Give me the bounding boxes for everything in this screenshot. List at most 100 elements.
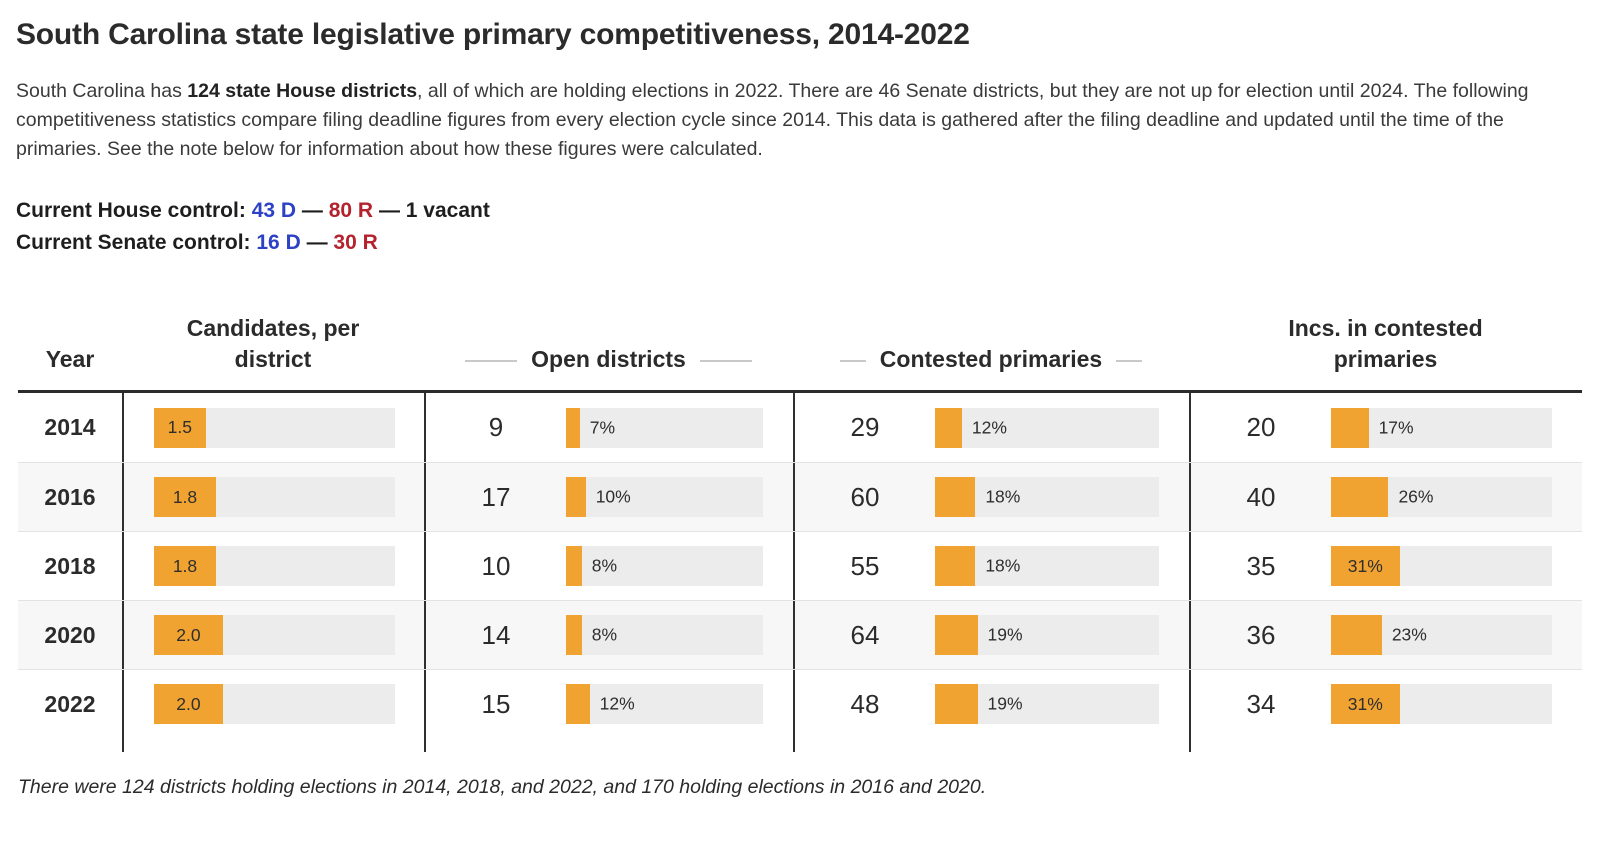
year-label: 2016: [44, 483, 96, 510]
incs-contested-primaries-cell: 20 17%: [1189, 393, 1582, 462]
count-value: 29: [850, 412, 880, 442]
contested-primaries-pct-label: 18%: [985, 486, 1021, 507]
year-label: 2022: [44, 690, 96, 717]
count-value: 40: [1246, 481, 1276, 512]
contested-primaries-bar-fill: [935, 407, 962, 448]
contested-primaries-pct-label: 19%: [987, 624, 1023, 645]
contested-primaries-cell: 48 19%: [793, 670, 1189, 738]
open-districts-cell: 15 12%: [424, 670, 793, 738]
separator-dash: —: [306, 231, 328, 254]
year-label: 2014: [44, 414, 96, 440]
open-districts-bar-track: 10%: [566, 477, 763, 517]
contested-primaries-cell: 55 18%: [793, 532, 1189, 600]
contested-primaries-cell: 64 19%: [793, 601, 1189, 669]
contested-primaries-bar-fill: [935, 615, 978, 655]
control-summary: Current House control: 43 D — 80 R — 1 v…: [16, 195, 1584, 259]
incs-contested-primaries-bar-track: 26%: [1331, 477, 1552, 517]
incs-contested-primaries-bar-track: 23%: [1331, 615, 1552, 655]
footnote: There were 124 districts holding electio…: [18, 776, 987, 798]
candidates-cell: 1.8: [122, 532, 424, 600]
table-row: 2022 2.0 15 12% 48 19% 34 31%: [18, 669, 1582, 738]
page-title: South Carolina state legislative primary…: [16, 18, 970, 51]
candidates-cell: 2.0: [122, 670, 424, 738]
open-districts-bar-track: 7%: [566, 407, 763, 448]
contested-primaries-pct-label: 12%: [971, 417, 1007, 437]
divider-tail-cell: [122, 738, 424, 752]
header-incs-label: Incs. in contested primaries: [1288, 315, 1483, 372]
candidates-cell: 1.8: [122, 463, 424, 531]
divider-tail-cell: [18, 738, 122, 752]
open-districts-bar-fill: [566, 407, 580, 448]
table-body: 2014 1.5 9 7% 29 12% 20 17% 2016 1.8 17 10% 60 18% 40 2…: [18, 393, 1582, 752]
count-value: 14: [481, 619, 511, 650]
header-contested-label: Contested primaries: [879, 346, 1103, 372]
open-districts-bar-fill: [566, 615, 582, 655]
page: South Carolina state legislative primary…: [16, 18, 1584, 798]
intro-text-pre: South Carolina has: [16, 80, 188, 102]
incs-contested-primaries-cell: 34 31%: [1189, 670, 1582, 738]
contested-primaries-bar-track: 19%: [935, 615, 1159, 655]
header-dash: [699, 360, 752, 362]
count-value: 48: [850, 688, 880, 719]
table-header-row: Year Candidates, per district Open distr…: [18, 305, 1582, 393]
incs-contested-primaries-bar-track: 17%: [1331, 407, 1552, 448]
senate-rep-count: 30 R: [333, 231, 378, 254]
open-districts-pct-label: 7%: [589, 417, 616, 437]
incs-contested-primaries-cell: 40 26%: [1189, 463, 1582, 531]
count-value: 34: [1246, 688, 1276, 719]
senate-dem-count: 16 D: [256, 231, 301, 254]
open-districts-bar-fill: [566, 477, 586, 517]
count-value: 55: [850, 550, 880, 581]
divider-tail-cell: [793, 738, 1189, 752]
open-districts-pct-label: 12%: [599, 693, 635, 714]
header-year-label: Year: [45, 346, 95, 372]
count-value: 15: [481, 688, 511, 719]
table-divider-tail: [18, 738, 1582, 752]
contested-primaries-pct-label: 18%: [985, 555, 1021, 576]
open-districts-bar-track: 8%: [566, 546, 763, 586]
open-districts-bar-track: 8%: [566, 615, 763, 655]
header-candidates-per-district: Candidates, per district: [122, 313, 424, 375]
candidates-bar-fill: 2.0: [154, 684, 223, 724]
incs-contested-primaries-pct-label: 17%: [1378, 417, 1414, 437]
separator-dash: —: [378, 199, 400, 222]
candidates-value-label: 2.0: [176, 624, 201, 645]
count-value: 9: [488, 412, 504, 442]
header-candidates-label: Candidates, per district: [186, 315, 360, 372]
incs-contested-primaries-bar-fill: [1331, 407, 1369, 448]
house-control-label: Current House control:: [16, 199, 246, 222]
incs-contested-primaries-bar-fill: [1331, 477, 1389, 517]
year-cell: 2020: [18, 601, 122, 669]
year-cell: 2022: [18, 670, 122, 738]
header-incs-contested: Incs. in contested primaries: [1189, 313, 1582, 375]
house-rep-count: 80 R: [328, 199, 374, 222]
year-label: 2020: [44, 621, 96, 648]
divider-tail-cell: [1189, 738, 1582, 752]
count-value: 20: [1246, 412, 1276, 442]
house-vacant-count: 1 vacant: [405, 199, 490, 222]
separator-dash: —: [301, 199, 323, 222]
header-contested-primaries: Contested primaries: [793, 344, 1189, 375]
candidates-value-label: 2.0: [176, 693, 201, 714]
senate-control-label: Current Senate control:: [16, 231, 251, 254]
open-districts-bar-fill: [566, 684, 590, 724]
incs-contested-primaries-pct-label: 31%: [1347, 555, 1383, 576]
open-districts-bar-fill: [566, 546, 582, 586]
incs-contested-primaries-bar-fill: [1331, 615, 1382, 655]
contested-primaries-bar-track: 12%: [935, 407, 1159, 448]
count-value: 64: [850, 619, 880, 650]
open-districts-cell: 9 7%: [424, 393, 793, 462]
count-value: 17: [481, 481, 511, 512]
header-dash: [465, 360, 518, 362]
header-dash: [839, 360, 866, 362]
candidates-value-label: 1.8: [172, 486, 198, 507]
divider-tail-cell: [424, 738, 793, 752]
contested-primaries-bar-fill: [935, 546, 976, 586]
count-value: 60: [850, 481, 880, 512]
open-districts-pct-label: 8%: [591, 555, 618, 576]
intro-text-bold: 124 state House districts: [187, 80, 418, 102]
contested-primaries-bar-fill: [935, 684, 978, 724]
open-districts-pct-label: 10%: [595, 486, 631, 507]
intro-paragraph: South Carolina has 124 state House distr…: [16, 77, 1564, 164]
contested-primaries-cell: 60 18%: [793, 463, 1189, 531]
